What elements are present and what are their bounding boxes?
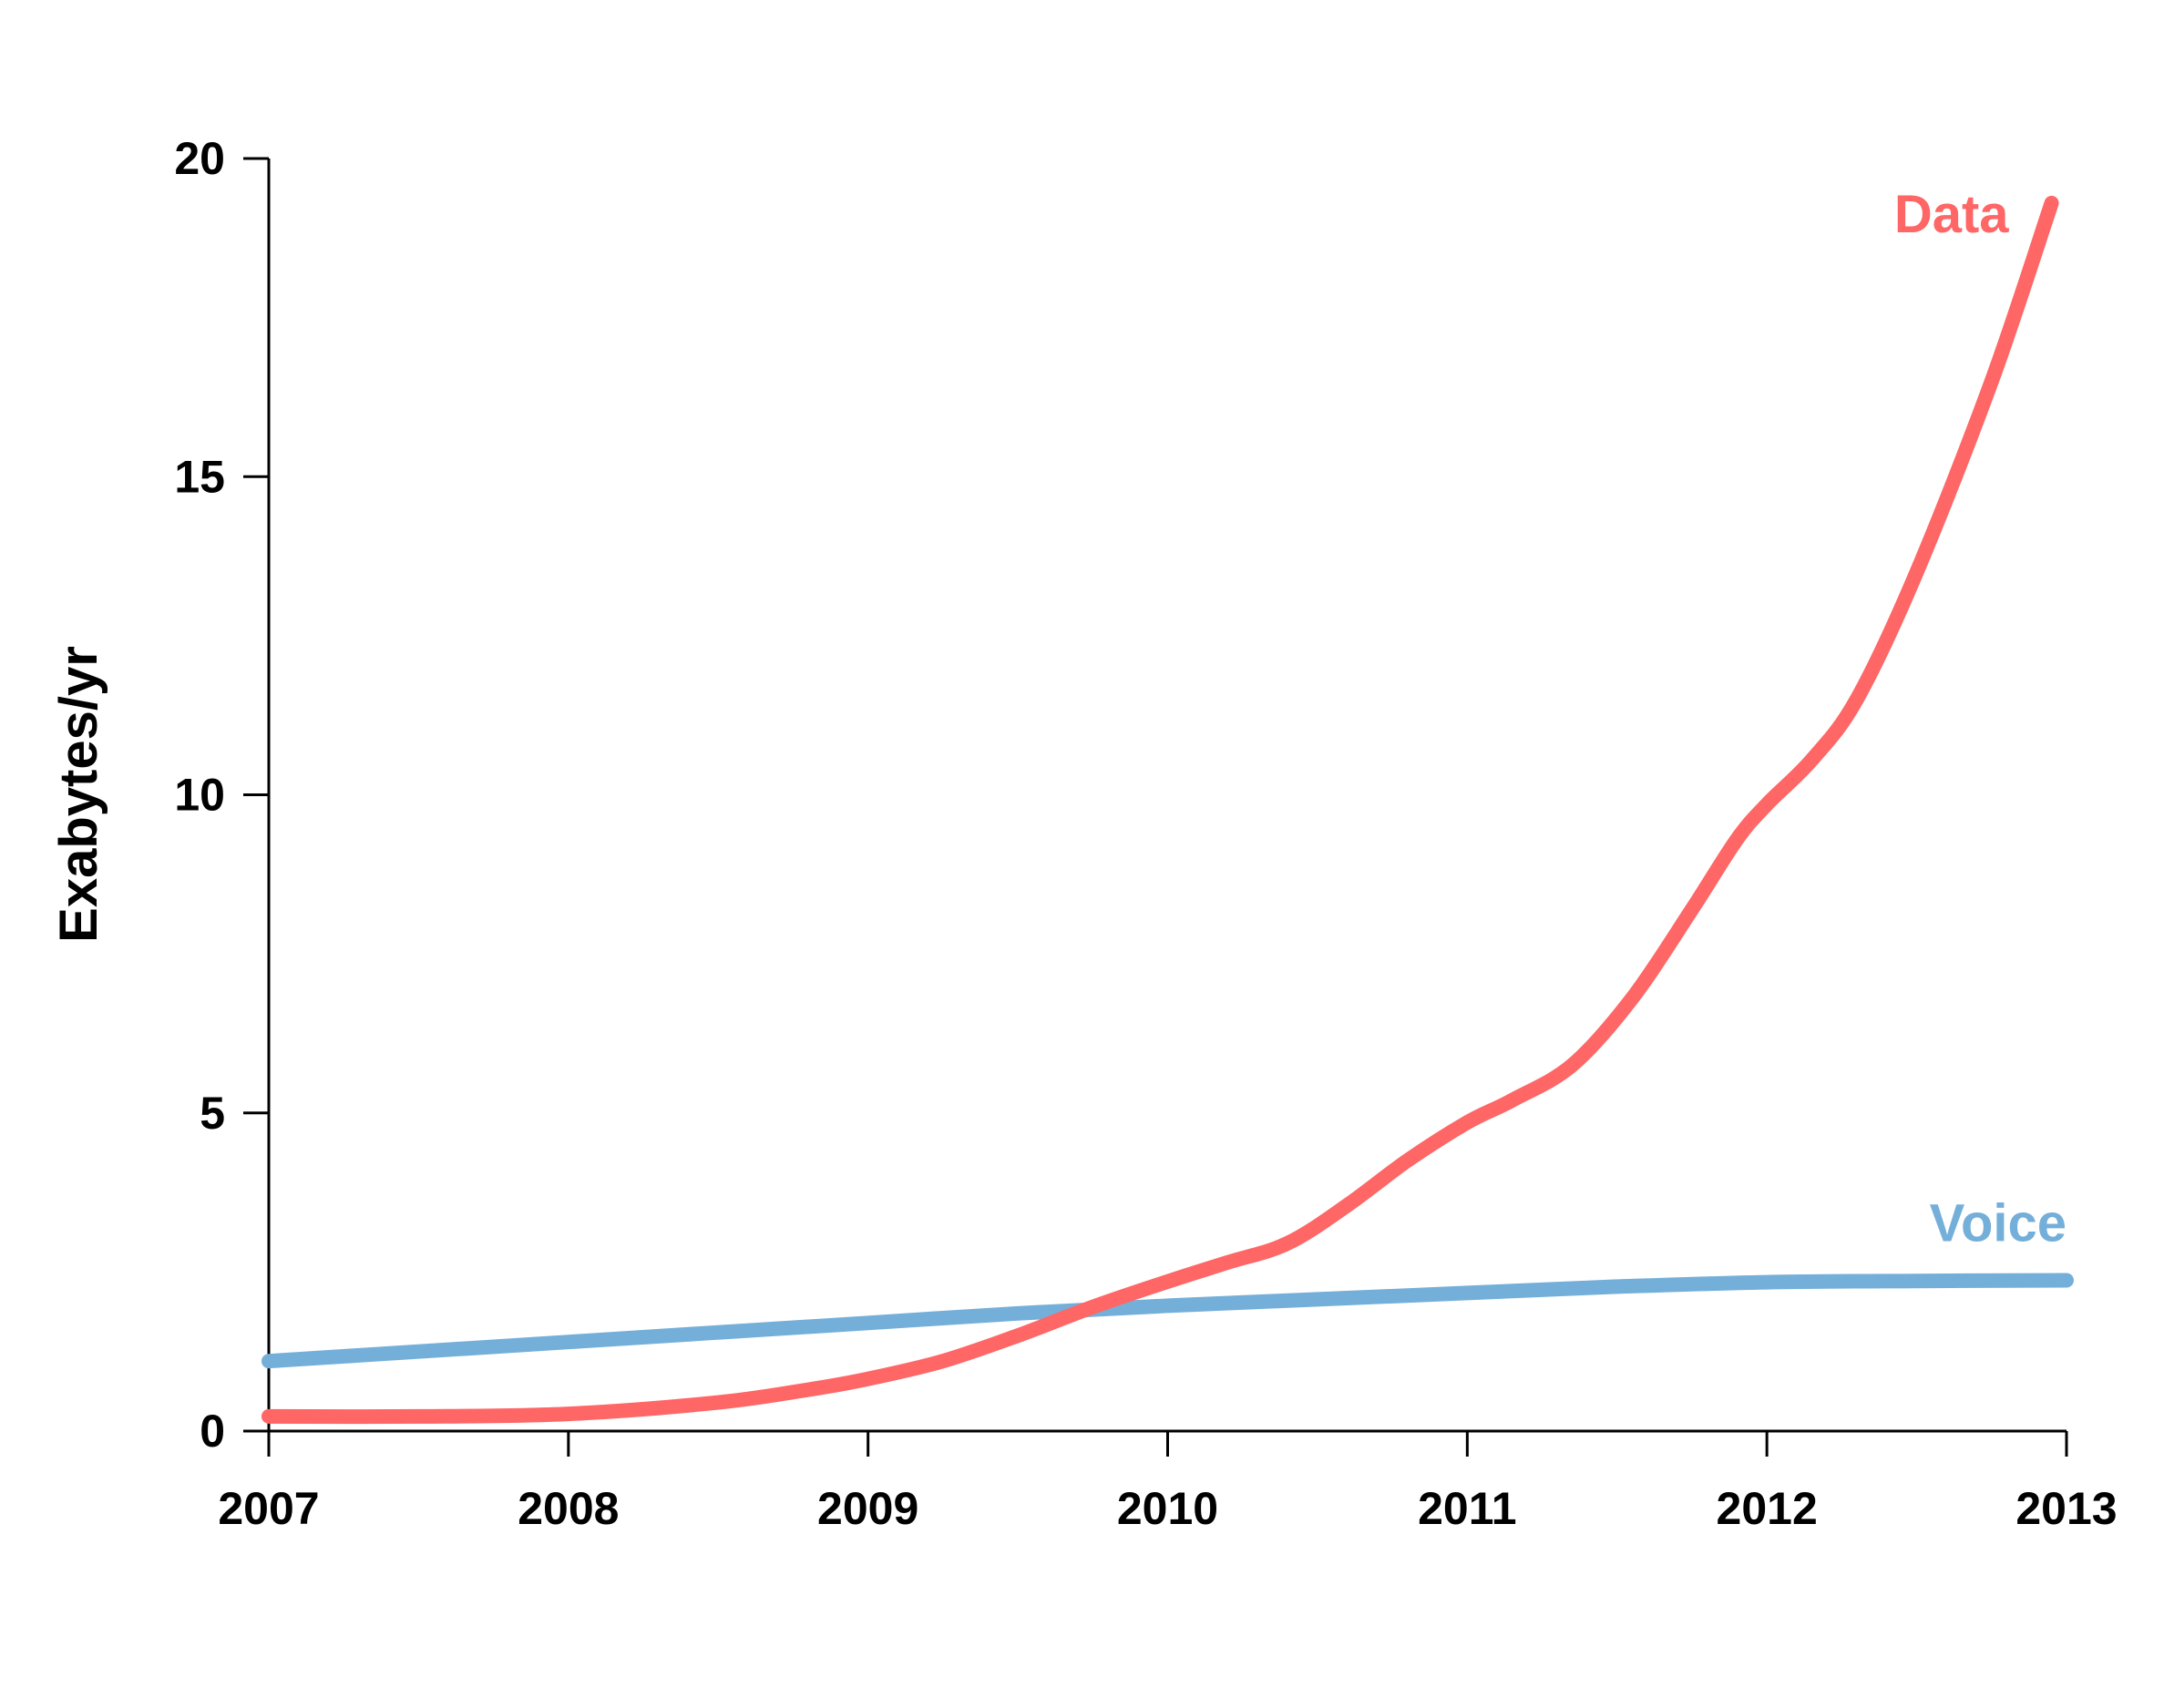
x-tick-label: 2012 [1717, 1483, 1818, 1534]
x-tick-label: 2007 [218, 1483, 319, 1534]
labels-layer: 0 5 10 15 20 2007 2008 2009 2010 2011 2012 2013 Exab… [49, 133, 2118, 1534]
y-tick-label: 10 [174, 770, 225, 821]
x-tick-label: 2013 [2015, 1483, 2117, 1534]
x-tick-label: 2009 [817, 1483, 918, 1534]
series-label-voice: Voice [1930, 1193, 2067, 1253]
y-tick-label: 15 [174, 451, 225, 502]
y-tick-label: 5 [200, 1088, 225, 1139]
series-line-data [262, 195, 2059, 1425]
x-tick-label: 2008 [518, 1483, 619, 1534]
y-axis-title: Exabytes/yr [49, 646, 108, 943]
y-tick-label: 20 [174, 133, 225, 184]
series-line-voice [262, 1273, 2074, 1369]
axes [243, 157, 2068, 1457]
series-label-data: Data [1894, 185, 2009, 244]
x-tick-label: 2011 [1418, 1483, 1516, 1534]
x-tick-label: 2010 [1117, 1483, 1218, 1534]
y-tick-label: 0 [200, 1406, 225, 1457]
series-layer [262, 195, 2074, 1425]
